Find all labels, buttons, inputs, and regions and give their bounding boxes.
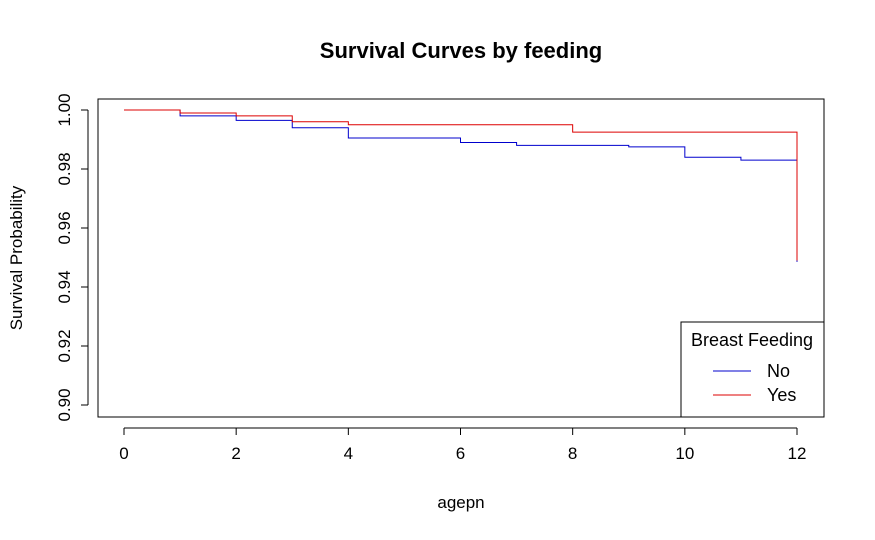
legend-items: No Yes <box>713 361 796 405</box>
x-tick-label: 4 <box>344 444 353 463</box>
x-tick-label: 8 <box>568 444 577 463</box>
y-tick-label: 0.92 <box>55 329 74 362</box>
y-tick-label: 0.98 <box>55 152 74 185</box>
x-tick-label: 12 <box>788 444 807 463</box>
y-tick-label: 0.96 <box>55 211 74 244</box>
series-line-no <box>124 109 798 262</box>
legend-label-no: No <box>767 361 790 381</box>
series-line-yes <box>124 109 798 261</box>
legend-box <box>680 321 825 418</box>
x-axis-label: agepn <box>437 493 484 512</box>
y-axis: 0.90 0.92 0.94 0.96 0.98 1.00 <box>55 93 89 422</box>
x-tick-label: 2 <box>231 444 240 463</box>
legend-title: Breast Feeding <box>691 330 813 350</box>
y-tick-label: 1.00 <box>55 93 74 126</box>
x-tick-label: 10 <box>675 444 694 463</box>
series-layer <box>124 109 798 262</box>
y-axis-label: Survival Probability <box>7 185 26 330</box>
x-axis: 0 2 4 6 8 10 12 <box>119 427 807 463</box>
plot-area <box>97 98 825 418</box>
x-tick-label: 6 <box>456 444 465 463</box>
y-tick-label: 0.90 <box>55 388 74 421</box>
chart-title: Survival Curves by feeding <box>320 38 602 63</box>
legend-label-yes: Yes <box>767 385 796 405</box>
x-tick-label: 0 <box>119 444 128 463</box>
y-tick-label: 0.94 <box>55 270 74 303</box>
legend: Breast Feeding No Yes <box>680 321 825 418</box>
